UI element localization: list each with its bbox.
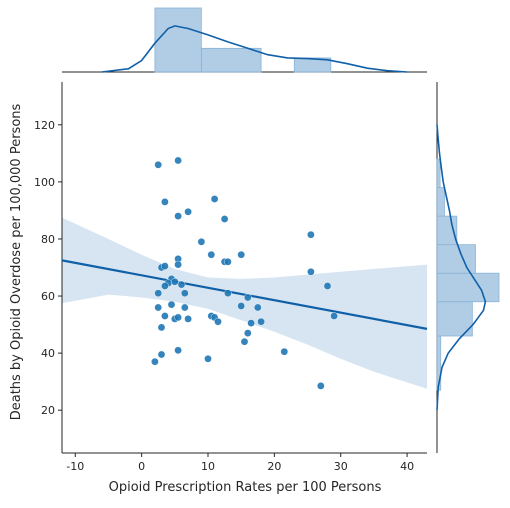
data-point xyxy=(180,303,189,312)
scatter-points xyxy=(151,156,338,390)
data-point xyxy=(157,323,166,332)
x-axis-ticks: -10 0 10 20 30 40 xyxy=(66,453,414,473)
data-point xyxy=(161,198,169,206)
regression-line xyxy=(61,259,428,330)
y-tick-label: 20 xyxy=(41,404,55,417)
x-axis-title: Opioid Prescription Rates per 100 Person… xyxy=(109,480,382,495)
data-point xyxy=(257,317,265,326)
top-kde-curve xyxy=(101,25,408,73)
data-point xyxy=(204,354,212,363)
data-point xyxy=(161,262,169,270)
x-tick-label: 40 xyxy=(400,460,414,473)
top-histogram-bar xyxy=(154,7,202,73)
y-tick-label: 80 xyxy=(41,233,55,246)
data-point xyxy=(154,303,162,312)
x-tick-label: -10 xyxy=(66,460,84,473)
data-point xyxy=(247,319,255,327)
right-histogram-bar xyxy=(436,244,476,274)
data-point xyxy=(243,329,252,337)
data-point xyxy=(240,337,249,346)
confidence-band xyxy=(62,217,427,389)
y-tick-label: 40 xyxy=(41,347,55,360)
y-tick-label: 60 xyxy=(41,290,55,303)
top-histogram-bar xyxy=(200,47,262,73)
top-histogram-bar xyxy=(293,57,332,73)
y-tick-label: 120 xyxy=(34,119,55,132)
data-point xyxy=(197,237,206,246)
data-point xyxy=(237,250,245,259)
data-point xyxy=(323,282,332,290)
data-point xyxy=(154,160,162,169)
data-point xyxy=(180,289,189,298)
right-histogram-bar xyxy=(436,158,441,188)
right-marginal-histogram xyxy=(436,82,500,453)
data-point xyxy=(157,350,166,359)
data-point xyxy=(280,347,289,356)
x-tick-label: 20 xyxy=(267,460,281,473)
data-point xyxy=(220,215,229,223)
data-point xyxy=(154,289,162,298)
x-tick-label: 0 xyxy=(138,460,145,473)
data-point xyxy=(184,207,192,216)
data-point xyxy=(174,156,182,165)
data-point xyxy=(210,195,219,203)
data-point xyxy=(243,293,252,302)
y-axis-ticks: 20 40 60 80 100 120 xyxy=(34,119,62,417)
data-point xyxy=(224,257,232,266)
x-tick-label: 30 xyxy=(334,460,348,473)
data-point xyxy=(184,315,192,323)
top-marginal-histogram xyxy=(62,7,427,73)
data-point xyxy=(237,302,245,310)
main-axes xyxy=(61,82,428,454)
data-point xyxy=(167,300,176,309)
y-axis-title: Deaths by Opioid Overdose per 100,000 Pe… xyxy=(9,103,24,420)
data-point xyxy=(174,260,182,269)
data-point xyxy=(174,212,182,220)
data-point xyxy=(161,282,169,290)
data-point xyxy=(330,312,338,320)
data-point xyxy=(161,312,169,320)
data-point xyxy=(170,277,179,286)
confidence-band-layer xyxy=(62,217,427,389)
data-point xyxy=(224,289,232,298)
data-point xyxy=(207,250,216,259)
data-point xyxy=(253,303,262,312)
data-point xyxy=(307,230,315,239)
right-histogram-bar xyxy=(436,187,445,217)
data-point xyxy=(151,357,159,366)
data-point xyxy=(177,280,186,289)
data-point xyxy=(174,313,182,322)
right-kde-curve xyxy=(436,124,487,411)
data-point xyxy=(307,267,315,276)
data-point xyxy=(316,382,325,390)
x-tick-label: 10 xyxy=(201,460,215,473)
y-tick-label: 100 xyxy=(34,176,55,189)
data-point xyxy=(214,317,222,326)
right-histogram-bar xyxy=(436,272,500,303)
data-point xyxy=(174,346,182,355)
